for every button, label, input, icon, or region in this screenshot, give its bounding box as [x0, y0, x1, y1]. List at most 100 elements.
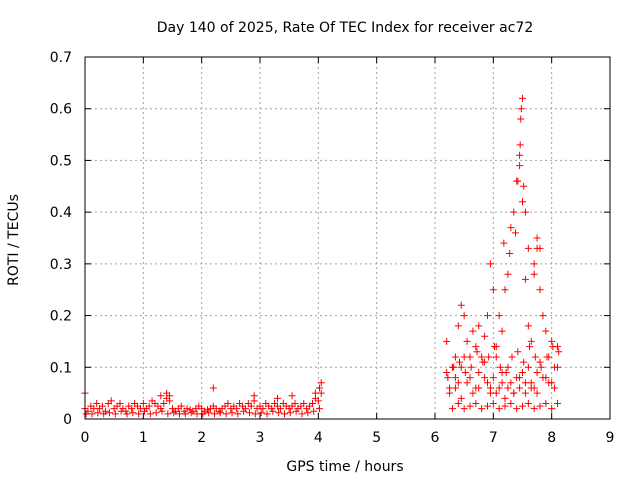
data-point — [554, 399, 561, 407]
data-point — [485, 353, 493, 361]
data-point — [451, 353, 459, 361]
data-point — [489, 286, 497, 294]
data-point — [551, 384, 559, 392]
data-point — [501, 402, 509, 410]
data-point — [536, 358, 544, 366]
data-point — [475, 368, 483, 376]
data-point — [514, 348, 522, 356]
data-point — [111, 410, 119, 418]
data-point — [495, 405, 503, 413]
data-point — [519, 94, 526, 102]
data-point — [94, 409, 102, 417]
data-point — [548, 337, 556, 345]
data-point — [486, 260, 494, 268]
data-point — [507, 379, 515, 387]
y-tick-label: 0 — [63, 412, 72, 428]
data-point — [486, 389, 494, 397]
data-point — [457, 301, 465, 309]
data-point — [304, 409, 312, 417]
data-point — [460, 405, 468, 413]
data-point — [489, 399, 497, 407]
data-point — [316, 384, 323, 392]
data-point — [166, 392, 174, 400]
data-point — [177, 402, 185, 410]
data-point — [475, 322, 483, 330]
data-point — [211, 410, 218, 418]
data-point — [526, 343, 533, 351]
data-point — [292, 407, 300, 415]
y-tick-label: 0.6 — [50, 102, 72, 118]
data-point — [146, 410, 154, 418]
x-tick-label: 3 — [256, 430, 265, 446]
y-tick-label: 0.1 — [50, 360, 72, 376]
data-point — [481, 332, 489, 340]
data-point — [536, 244, 544, 252]
data-point — [443, 337, 451, 345]
x-tick-label: 8 — [547, 430, 556, 446]
data-point — [519, 402, 526, 410]
data-point — [484, 379, 491, 387]
data-point — [443, 368, 451, 376]
data-point — [160, 399, 168, 407]
data-point — [257, 409, 265, 417]
data-point — [507, 399, 515, 407]
chart-title: Day 140 of 2025, Rate Of TEC Index for r… — [157, 20, 533, 36]
y-tick-label: 0.2 — [50, 309, 72, 325]
data-point — [481, 358, 489, 366]
data-point — [314, 397, 322, 405]
y-tick-label: 0.4 — [50, 205, 72, 221]
y-axis-label: ROTI / TECUs — [6, 194, 22, 286]
data-point — [461, 368, 469, 376]
data-point — [504, 270, 512, 278]
data-point — [451, 374, 459, 382]
x-tick-label: 0 — [81, 430, 90, 446]
data-point — [527, 379, 535, 387]
data-point — [240, 407, 248, 415]
data-point — [158, 407, 166, 415]
data-point — [513, 405, 521, 413]
x-tick-label: 2 — [197, 430, 206, 446]
data-point — [469, 389, 477, 397]
data-point — [537, 363, 545, 371]
x-axis-label: GPS time / hours — [286, 459, 403, 475]
x-tick-label: 4 — [314, 430, 323, 446]
data-point — [554, 363, 561, 371]
data-point — [517, 105, 525, 113]
data-point — [530, 260, 538, 268]
data-point — [234, 410, 242, 418]
data-point — [519, 198, 526, 206]
data-point — [472, 399, 480, 407]
data-point — [250, 392, 258, 400]
data-point — [542, 327, 550, 335]
gridlines — [85, 57, 610, 419]
data-point — [516, 162, 524, 170]
data-point — [527, 337, 535, 345]
data-point — [484, 312, 491, 320]
data-point — [472, 384, 480, 392]
data-point — [548, 379, 556, 387]
data-point — [512, 229, 519, 237]
data-point — [216, 409, 224, 417]
data-point — [128, 405, 136, 413]
data-point — [291, 399, 299, 407]
data-point — [288, 392, 296, 400]
data-point — [521, 389, 529, 397]
data-point — [549, 343, 557, 351]
data-point — [460, 353, 468, 361]
data-point — [548, 405, 556, 413]
data-point — [478, 353, 486, 361]
data-point — [517, 115, 525, 123]
data-point — [543, 353, 551, 361]
data-point — [454, 322, 462, 330]
data-point — [100, 410, 108, 418]
data-point — [530, 384, 538, 392]
data-point — [286, 409, 294, 417]
data-point — [186, 406, 194, 414]
data-point — [450, 363, 458, 371]
data-point — [481, 374, 489, 382]
data-point — [504, 384, 512, 392]
data-point — [542, 399, 550, 407]
data-point — [504, 363, 512, 371]
data-point — [514, 177, 522, 185]
data-point — [463, 337, 471, 345]
